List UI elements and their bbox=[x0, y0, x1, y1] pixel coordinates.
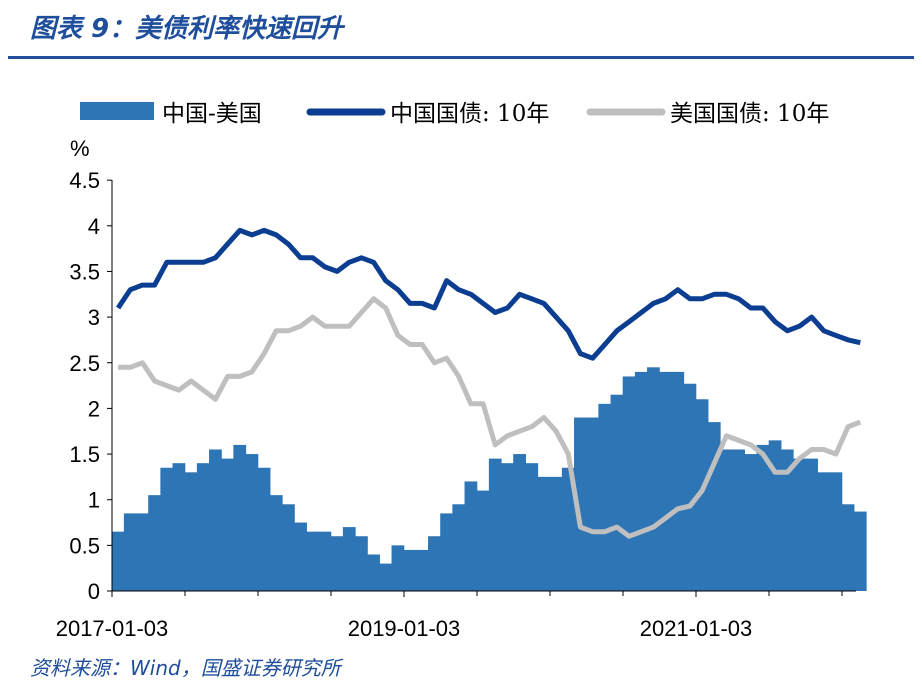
spread-bar bbox=[683, 383, 697, 591]
spread-bar bbox=[269, 495, 283, 591]
spread-bar bbox=[793, 458, 806, 591]
spread-bar bbox=[488, 458, 502, 591]
figure-title: 图表 9：美债利率快速回升 bbox=[30, 14, 344, 44]
y-tick-label: 1 bbox=[88, 488, 100, 513]
spread-bar bbox=[403, 549, 417, 591]
spread-bar bbox=[172, 463, 186, 591]
spread-bar bbox=[196, 463, 210, 591]
y-tick-label: 2.5 bbox=[69, 351, 100, 376]
spread-bar bbox=[841, 504, 855, 591]
spread-bar bbox=[257, 467, 271, 591]
y-tick-label: 1.5 bbox=[69, 442, 100, 467]
legend-label: 美国国债: 10年 bbox=[670, 101, 829, 127]
spread-bar bbox=[464, 481, 478, 591]
spread-bar bbox=[415, 549, 429, 591]
spread-bar bbox=[342, 527, 356, 591]
spread-bar bbox=[634, 371, 648, 591]
spread-bar bbox=[768, 440, 782, 591]
spread-bar bbox=[318, 531, 332, 591]
spread-bar bbox=[647, 367, 660, 591]
spread-bar bbox=[148, 495, 161, 591]
spread-bar bbox=[379, 563, 393, 591]
spread-bar bbox=[440, 513, 453, 591]
spread-bar bbox=[671, 371, 685, 591]
spread-bar bbox=[136, 513, 149, 591]
spread-bar bbox=[659, 371, 672, 591]
spread-bar bbox=[525, 463, 539, 591]
spread-bar bbox=[476, 490, 490, 591]
x-tick-label: 2019-01-03 bbox=[348, 616, 461, 641]
spread-bar bbox=[610, 394, 624, 591]
spread-bar bbox=[209, 449, 222, 591]
spread-bar bbox=[732, 449, 745, 591]
spread-bar bbox=[817, 472, 831, 591]
spread-bar bbox=[184, 472, 198, 591]
spread-bar bbox=[720, 449, 733, 591]
spread-bar bbox=[598, 403, 612, 591]
spread-bar bbox=[294, 522, 307, 591]
spread-bar bbox=[367, 554, 380, 591]
spread-bar bbox=[233, 444, 247, 591]
spread-bar bbox=[574, 417, 587, 591]
spread-bar bbox=[452, 504, 466, 591]
spread-bar bbox=[537, 476, 551, 591]
spread-bar bbox=[744, 454, 758, 591]
y-tick-label: 3.5 bbox=[69, 259, 100, 284]
spread-bar bbox=[513, 454, 526, 591]
spread-bar bbox=[501, 463, 514, 591]
y-tick-label: 0.5 bbox=[69, 533, 100, 558]
spread-bar bbox=[561, 467, 575, 591]
spread-bar bbox=[391, 545, 405, 591]
spread-bar bbox=[853, 511, 867, 591]
spread-bar bbox=[586, 417, 599, 591]
y-tick-label: 4 bbox=[88, 214, 100, 239]
spread-bar bbox=[829, 472, 843, 591]
title-divider bbox=[8, 56, 914, 59]
spread-bar bbox=[160, 467, 174, 591]
spread-bar bbox=[780, 449, 794, 591]
spread-bar bbox=[805, 458, 818, 591]
spread-bar bbox=[330, 536, 344, 591]
spread-bar bbox=[695, 399, 709, 591]
spread-bar bbox=[111, 531, 125, 591]
x-tick-label: 2017-01-03 bbox=[56, 616, 169, 641]
spread-bar bbox=[306, 531, 320, 591]
spread-bar bbox=[221, 458, 234, 591]
y-tick-label: 2 bbox=[88, 396, 100, 421]
y-axis-label: % bbox=[70, 136, 90, 161]
legend-swatch bbox=[80, 102, 154, 120]
spread-bar bbox=[622, 376, 636, 591]
spread-bar bbox=[707, 422, 721, 591]
source-note: 资料来源：Wind，国盛证券研究所 bbox=[30, 656, 341, 680]
china-10y-line bbox=[116, 227, 861, 361]
spread-bar bbox=[756, 444, 770, 591]
y-tick-label: 4.5 bbox=[69, 168, 100, 193]
spread-bar bbox=[355, 536, 368, 591]
legend-label: 中国-美国 bbox=[162, 101, 262, 127]
spread-bar bbox=[428, 536, 441, 591]
spread-bar bbox=[245, 454, 259, 591]
y-tick-label: 3 bbox=[88, 305, 100, 330]
spread-bar bbox=[549, 476, 563, 591]
x-tick-label: 2021-01-03 bbox=[640, 616, 753, 641]
legend-label: 中国国债: 10年 bbox=[390, 101, 549, 127]
spread-bar bbox=[123, 513, 137, 591]
spread-bar bbox=[282, 504, 295, 591]
us-10y-line bbox=[118, 296, 862, 539]
y-tick-label: 0 bbox=[88, 579, 100, 604]
